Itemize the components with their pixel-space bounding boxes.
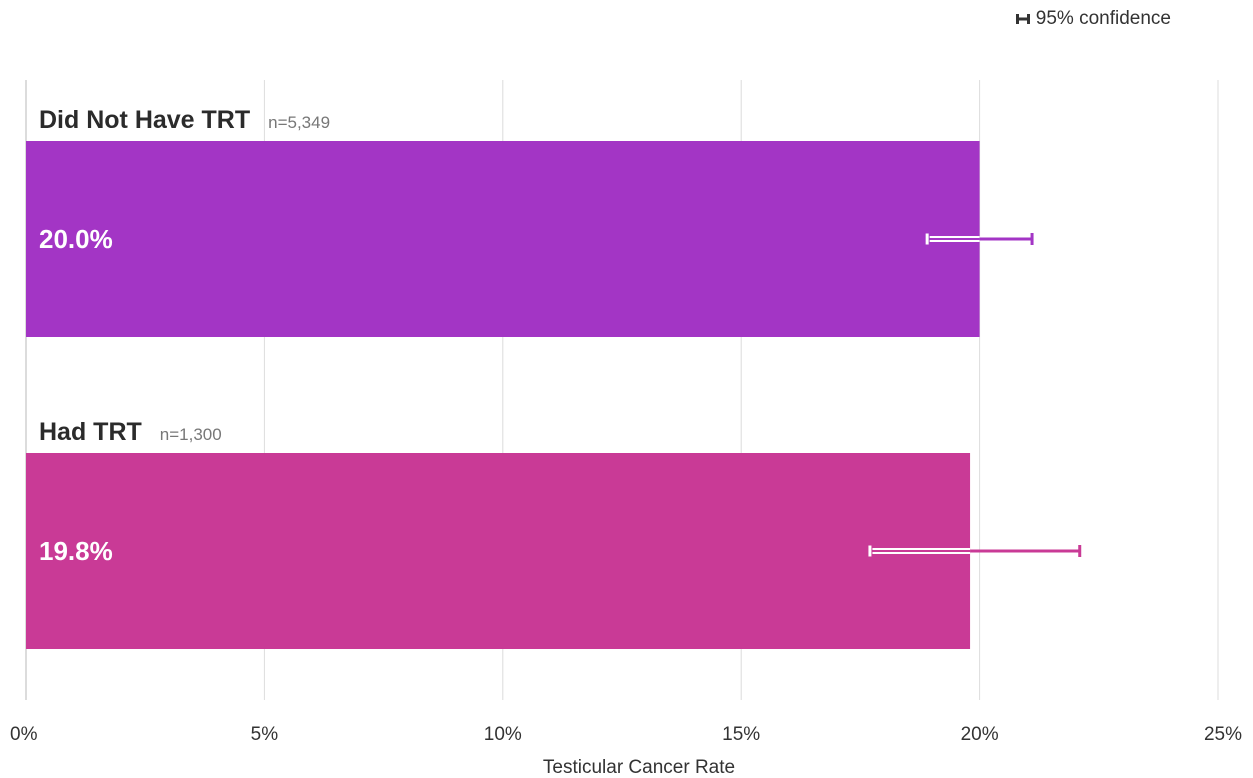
x-tick-label: 5% (251, 724, 279, 745)
x-tick-label: 0% (10, 724, 38, 745)
bars: 20.0% 19.8% (26, 141, 1082, 649)
legend-label: 95% confidence (1035, 8, 1171, 29)
x-tick-label: 20% (961, 724, 999, 745)
category-label: Had TRT n=1,300 (39, 418, 222, 446)
x-axis-ticks: 0% 5% 10% 15% 20% 25% (10, 724, 1242, 745)
error-bar-low-cap (867, 544, 873, 558)
x-tick-label: 15% (722, 724, 760, 745)
bar-value-label: 19.8% (39, 536, 113, 566)
x-axis-title: Testicular Cancer Rate (543, 757, 735, 778)
bar (26, 141, 980, 337)
bar-value-label: 20.0% (39, 224, 113, 254)
error-bar-low-cap (924, 232, 930, 246)
legend: 95% confidence (1015, 8, 1171, 30)
category-labels: Did Not Have TRT n=5,349 Had TRT n=1,300 (39, 106, 330, 446)
error-bar-legend-icon (1015, 14, 1030, 24)
x-tick-label: 10% (484, 724, 522, 745)
category-label: Did Not Have TRT n=5,349 (39, 106, 330, 134)
x-tick-label: 25% (1204, 724, 1242, 745)
bar (26, 453, 971, 649)
